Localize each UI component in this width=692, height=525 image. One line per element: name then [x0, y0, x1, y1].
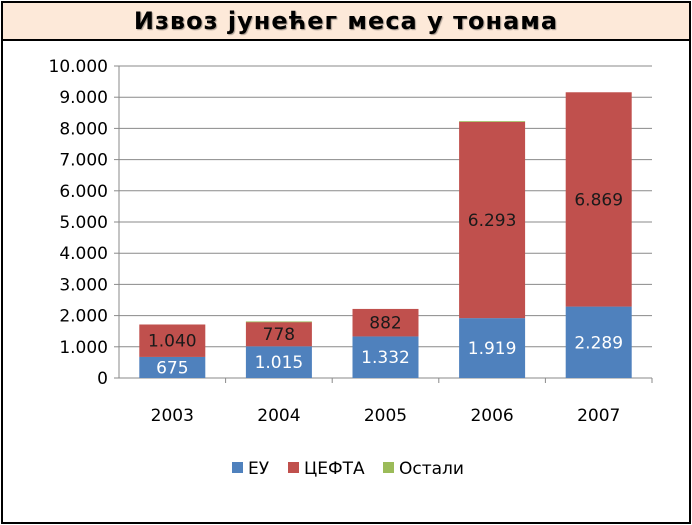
legend-swatch	[232, 462, 243, 473]
bar-segment	[352, 336, 419, 378]
y-tick-label: 5.000	[59, 213, 108, 233]
y-tick-label: 2.000	[59, 307, 108, 327]
x-tick-label: 2007	[577, 406, 620, 426]
y-tick-label: 4.000	[59, 244, 108, 264]
y-tick-label: 0	[97, 369, 108, 389]
bar-segment	[565, 306, 632, 378]
data-label: 778	[263, 325, 295, 345]
y-tick-label: 6.000	[59, 182, 108, 202]
x-tick-label: 2004	[257, 406, 300, 426]
legend-swatch	[383, 462, 394, 473]
data-label: 1.332	[361, 348, 410, 368]
bar-segment	[245, 346, 312, 378]
legend-label: ЕУ	[248, 459, 270, 479]
data-label: 675	[156, 358, 188, 378]
x-tick-label: 2006	[470, 406, 513, 426]
x-tick-label: 2005	[364, 406, 407, 426]
legend-label: Остали	[399, 459, 464, 479]
data-label: 882	[369, 314, 401, 334]
data-label: 1.919	[468, 339, 517, 359]
legend-swatch	[288, 462, 299, 473]
bar-segment	[245, 322, 312, 347]
data-label: 1.015	[255, 353, 304, 373]
bar-segment	[139, 356, 206, 378]
bar-segment	[459, 121, 526, 122]
x-tick-label: 2003	[151, 406, 194, 426]
y-tick-label: 8.000	[59, 119, 108, 139]
y-tick-label: 10.000	[49, 57, 108, 77]
chart-title: Извоз јунећег меса у тонама	[133, 7, 559, 35]
data-label: 6.869	[574, 190, 623, 210]
bar-segment	[352, 308, 419, 337]
bar-segment	[139, 324, 206, 357]
data-label: 1.040	[148, 332, 197, 352]
y-tick-label: 3.000	[59, 275, 108, 295]
y-tick-label: 7.000	[59, 151, 108, 171]
y-tick-label: 1.000	[59, 338, 108, 358]
data-label: 6.293	[468, 211, 517, 231]
bar-segment	[459, 121, 526, 319]
bar-segment	[459, 318, 526, 378]
title-bar: Извоз јунећег меса у тонама	[3, 3, 689, 41]
data-label: 2.289	[574, 333, 623, 353]
y-tick-label: 9.000	[59, 88, 108, 108]
bar-segment	[245, 321, 312, 323]
bar-segment	[565, 92, 632, 307]
legend-label: ЦЕФТА	[304, 459, 365, 479]
chart-area: 0 1.000 2.000 3.000 4.000 5.000 6.000 7.000 8.00…	[49, 57, 653, 479]
